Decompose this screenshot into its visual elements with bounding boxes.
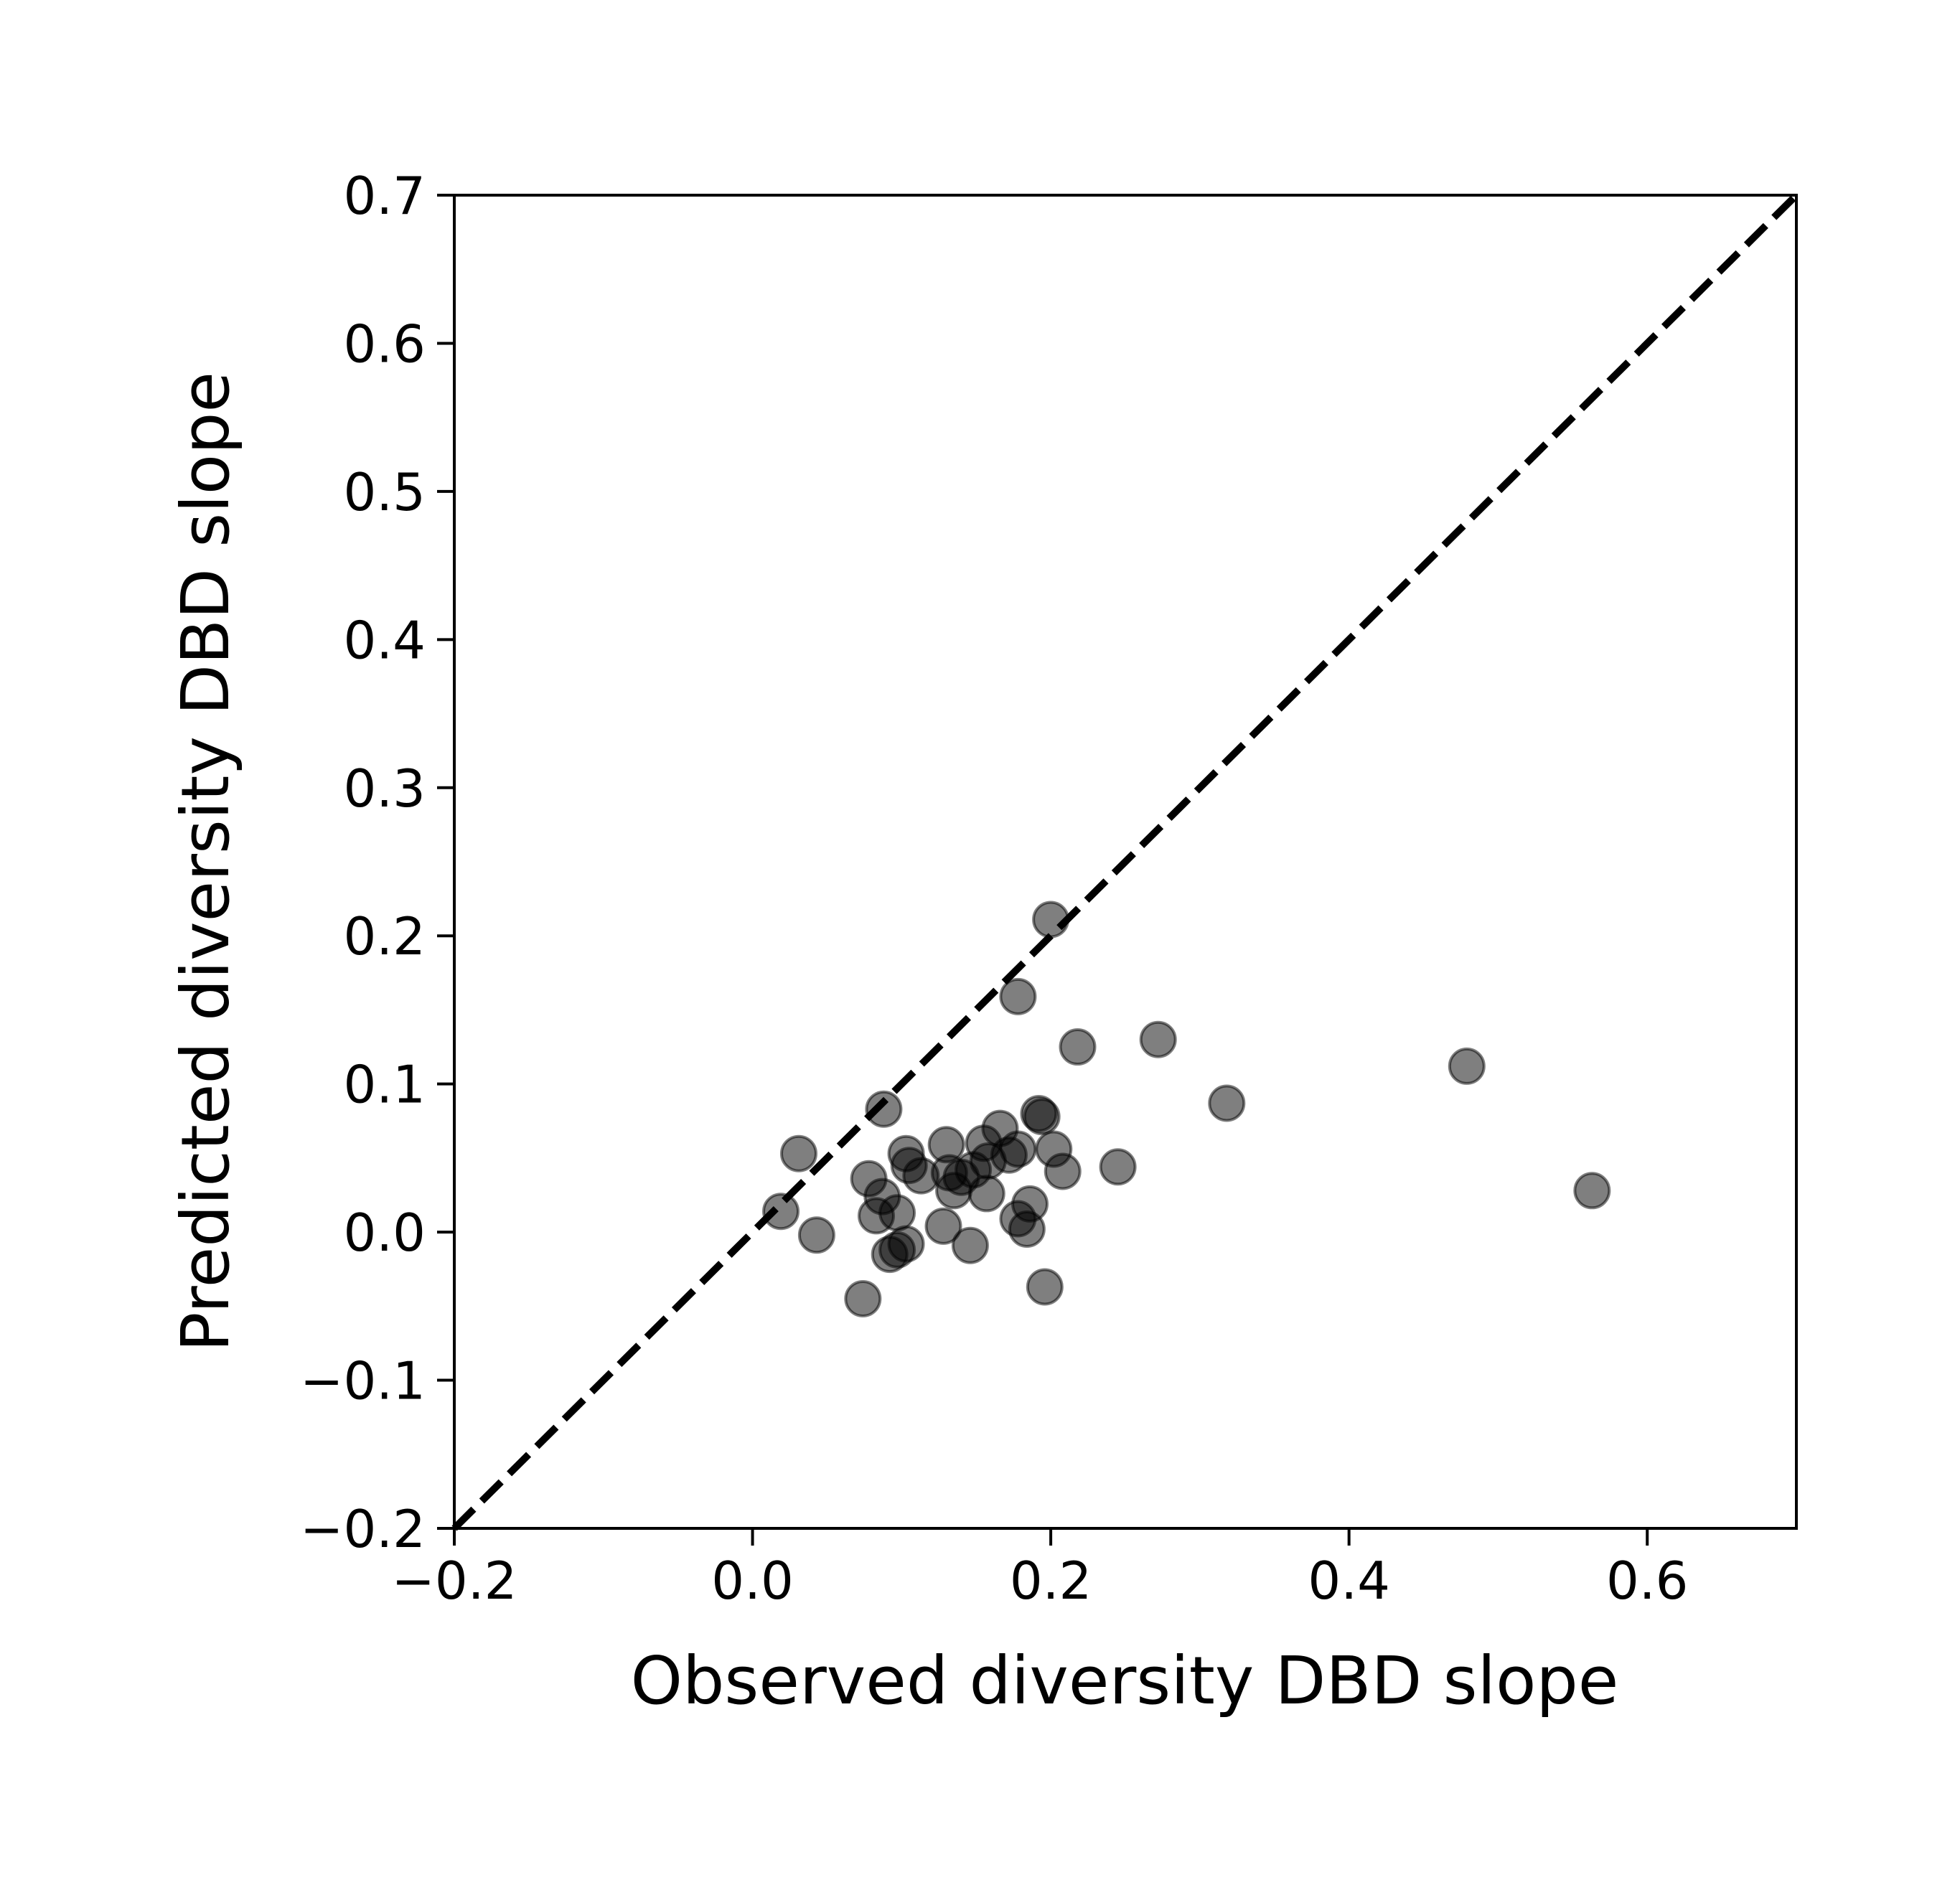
x-tick-label: 0.0 bbox=[711, 1551, 794, 1611]
data-point bbox=[1032, 901, 1070, 939]
data-point bbox=[999, 977, 1037, 1015]
y-tick-label: 0.4 bbox=[343, 610, 426, 670]
data-point bbox=[902, 1157, 940, 1195]
data-point bbox=[865, 1090, 903, 1128]
x-axis-ticks: −0.2 0.0 0.2 0.4 0.6 bbox=[392, 1528, 1689, 1611]
reference-line-layer bbox=[451, 192, 1799, 1531]
data-point bbox=[858, 1197, 896, 1235]
data-point bbox=[779, 1134, 817, 1172]
data-point bbox=[762, 1193, 800, 1231]
y-tick-label: 0.7 bbox=[343, 166, 426, 226]
data-point bbox=[1059, 1028, 1097, 1066]
x-tick-label: 0.4 bbox=[1308, 1551, 1390, 1611]
x-tick-label: 0.2 bbox=[1010, 1551, 1092, 1611]
data-point bbox=[1208, 1084, 1246, 1122]
data-point bbox=[844, 1280, 882, 1318]
y-tick-label: −0.1 bbox=[300, 1351, 426, 1411]
y-tick-label: 0.2 bbox=[343, 906, 426, 967]
y-tick-label: 0.3 bbox=[343, 758, 426, 819]
data-point bbox=[1448, 1047, 1486, 1085]
data-point bbox=[951, 1226, 989, 1264]
y-tick-label: 0.5 bbox=[343, 462, 426, 522]
x-tick-label: 0.6 bbox=[1606, 1551, 1689, 1611]
y-tick-label: 0.1 bbox=[343, 1055, 426, 1115]
identity-reference-line bbox=[451, 192, 1799, 1531]
y-tick-label: 0.6 bbox=[343, 314, 426, 374]
x-tick-label: −0.2 bbox=[392, 1551, 517, 1611]
data-points bbox=[762, 901, 1611, 1318]
data-point bbox=[871, 1236, 909, 1274]
data-point bbox=[1044, 1152, 1082, 1190]
data-point bbox=[1026, 1268, 1064, 1306]
axes-frame bbox=[453, 194, 1798, 1530]
data-point bbox=[797, 1216, 835, 1254]
y-axis-label: Predicted diversity DBD slope bbox=[167, 372, 244, 1352]
data-point bbox=[967, 1175, 1005, 1213]
axes bbox=[453, 194, 1798, 1530]
y-tick-label: 0.0 bbox=[343, 1203, 426, 1263]
x-axis-label: Observed diversity DBD slope bbox=[631, 1642, 1619, 1719]
data-point bbox=[1573, 1172, 1611, 1210]
data-point bbox=[1023, 1098, 1061, 1136]
data-point bbox=[935, 1172, 973, 1210]
data-point bbox=[1099, 1148, 1137, 1186]
y-axis-ticks: −0.2 −0.1 0.0 0.1 0.2 0.3 0.4 0.5 0.6 0.7 bbox=[300, 166, 454, 1559]
data-point bbox=[1008, 1210, 1046, 1248]
data-point bbox=[924, 1207, 962, 1245]
y-tick-label: −0.2 bbox=[300, 1499, 426, 1559]
data-point bbox=[1139, 1020, 1177, 1058]
